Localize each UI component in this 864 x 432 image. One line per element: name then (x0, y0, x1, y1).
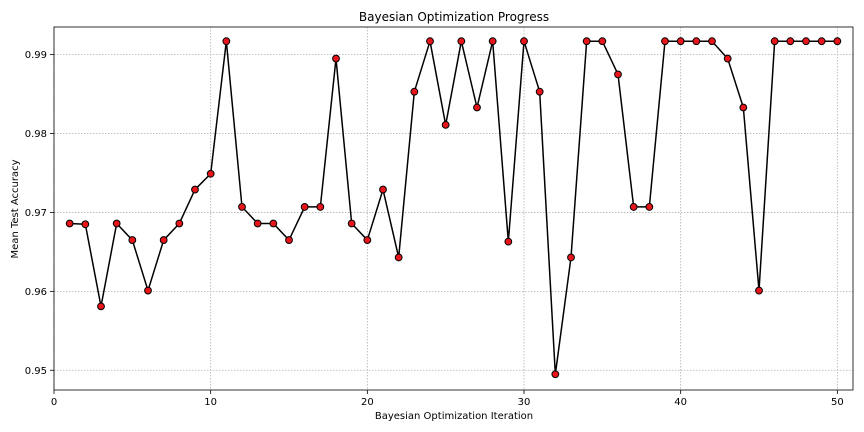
data-point (786, 37, 795, 46)
data-point (520, 37, 528, 46)
data-point (144, 286, 152, 295)
y-tick-label: 0.97 (25, 208, 47, 219)
data-point (457, 37, 466, 46)
data-point (645, 203, 654, 211)
data-point (238, 203, 246, 211)
data-point (300, 203, 309, 211)
chart-title: Bayesian Optimization Progress (359, 10, 549, 24)
data-point (285, 236, 293, 244)
data-point (81, 220, 90, 229)
data-point (206, 169, 215, 178)
data-point (347, 219, 356, 228)
data-point (504, 237, 513, 246)
x-tick-label: 20 (361, 397, 374, 408)
data-point (598, 37, 607, 46)
data-point (614, 70, 622, 79)
data-point (629, 203, 638, 211)
axes: 0 10 20 30 40 50 0.95 0.96 0.97 0.98 0.99 (25, 26, 854, 408)
marker-layer (65, 37, 842, 379)
data-point (770, 37, 779, 46)
data-point (65, 219, 74, 228)
data-point (661, 37, 669, 46)
data-point (410, 87, 419, 96)
data-point (97, 302, 105, 311)
plot-frame (53, 26, 854, 391)
data-point (175, 219, 184, 228)
data-point (379, 185, 387, 194)
data-point (473, 103, 481, 112)
data-point (394, 253, 403, 262)
data-point (692, 37, 701, 46)
series-layer (69, 40, 838, 375)
data-point (802, 37, 810, 46)
data-point (582, 37, 591, 46)
x-tick-label: 10 (204, 397, 217, 408)
data-point (426, 37, 434, 46)
y-tick-label: 0.99 (25, 50, 47, 61)
x-tick-label: 30 (518, 397, 531, 408)
data-point (191, 185, 199, 194)
data-point (535, 87, 544, 96)
data-point (488, 37, 497, 46)
x-tick-label: 0 (51, 397, 57, 408)
y-tick-label: 0.96 (25, 287, 47, 298)
data-point (269, 219, 278, 228)
y-axis-title: Mean Test Accuracy (10, 159, 21, 258)
x-tick-label: 40 (674, 397, 687, 408)
y-tick-label: 0.95 (25, 366, 47, 377)
data-point (253, 219, 262, 228)
data-point (159, 236, 168, 244)
y-tick-label: 0.98 (25, 129, 47, 140)
data-point (739, 103, 748, 112)
data-point (112, 219, 121, 228)
x-tick-label: 50 (831, 397, 844, 408)
data-point (723, 54, 732, 63)
data-point (567, 253, 575, 262)
data-point (222, 37, 231, 46)
data-point (676, 37, 685, 46)
data-point (363, 236, 372, 244)
data-point (708, 37, 716, 46)
data-point (833, 37, 842, 46)
data-point (551, 370, 560, 379)
x-axis-title: Bayesian Optimization Iteration (375, 411, 533, 422)
data-point (332, 54, 340, 63)
data-point (755, 286, 763, 295)
series-line (69, 40, 838, 375)
grid (53, 27, 853, 390)
data-point (128, 236, 137, 244)
data-point (817, 37, 826, 46)
data-point (441, 120, 450, 129)
data-point (316, 203, 325, 211)
